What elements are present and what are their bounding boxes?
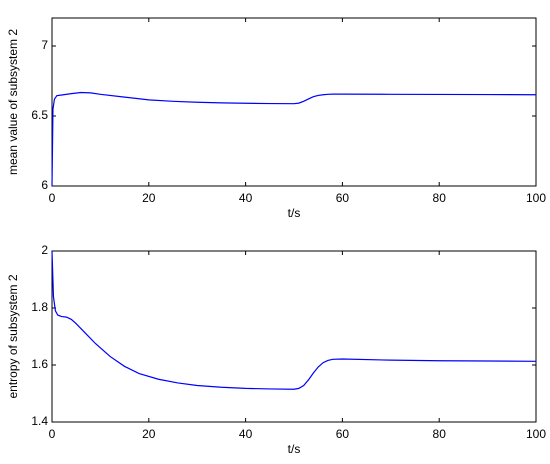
y-tick-label: 1.8 (31, 300, 48, 314)
y-axis-label: entropy of subsystem 2 (6, 274, 20, 398)
x-tick-label: 60 (336, 191, 350, 205)
x-axis-label: t/s (288, 442, 301, 456)
y-tick-label: 6 (41, 178, 48, 192)
x-tick-label: 80 (433, 191, 447, 205)
x-tick-label: 80 (433, 427, 447, 441)
y-tick-label: 7 (41, 38, 48, 52)
y-tick-label: 6.5 (31, 108, 48, 122)
x-tick-label: 100 (526, 427, 546, 441)
x-axis-label: t/s (288, 206, 301, 220)
plot-area (51, 250, 537, 423)
y-tick-label: 1.6 (31, 357, 48, 371)
x-tick-label: 20 (142, 427, 156, 441)
line (51, 91, 537, 187)
x-tick-label: 60 (336, 427, 350, 441)
y-axis-label: mean value of subsystem 2 (6, 29, 20, 175)
plot-area (51, 17, 537, 187)
x-tick-label: 20 (142, 191, 156, 205)
x-tick-label: 40 (239, 191, 253, 205)
x-tick-label: 0 (49, 427, 56, 441)
y-tick-label: 2 (41, 243, 48, 257)
line (51, 250, 537, 390)
y-tick-label: 1.4 (31, 414, 48, 428)
x-tick-label: 100 (526, 191, 546, 205)
x-tick-label: 40 (239, 427, 253, 441)
x-tick-label: 0 (49, 191, 56, 205)
